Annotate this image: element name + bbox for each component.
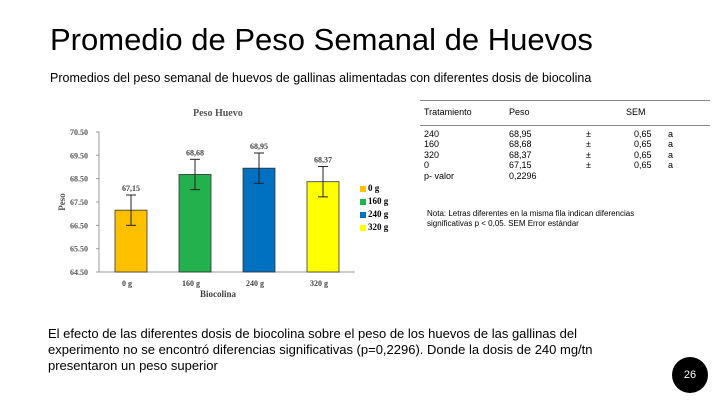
sem-cell: 0,65 — [634, 160, 652, 171]
x-tick-label: 160 g — [182, 279, 200, 288]
legend-label: 320 g — [368, 222, 389, 232]
tratamiento-cell: 160 — [424, 139, 440, 150]
y-tick-label: 65.50 — [70, 245, 88, 254]
bar-2 — [178, 174, 212, 273]
legend-swatch — [360, 198, 366, 205]
header-peso: Peso — [509, 107, 530, 117]
conclusion-text: El efecto de las diferentes dosis de bio… — [48, 326, 593, 373]
peso-cell: 0,2296 — [509, 170, 537, 181]
plus-minus-cell: ± — [586, 129, 591, 139]
legend-item: 0 g — [360, 183, 379, 193]
plus-minus-cell: ± — [586, 149, 591, 160]
legend-swatch — [360, 185, 366, 192]
table-top-rule — [420, 100, 710, 101]
y-tick-label: 66.50 — [70, 221, 88, 230]
header-sem: SEM — [626, 107, 646, 117]
y-tick-label: 67.50 — [70, 198, 88, 207]
column-tratamiento: 240 160 320 0 p- valor — [424, 129, 454, 181]
legend-swatch — [360, 224, 366, 231]
y-tick-label: 70.50 — [70, 128, 88, 137]
data-label: 67,15 — [122, 184, 140, 193]
y-tick-label: 69.50 — [70, 151, 88, 160]
peso-cell: 68,68 — [509, 139, 532, 150]
table-note: Nota: Letras diferentes en la misma fila… — [427, 209, 635, 229]
legend-swatch — [360, 211, 366, 218]
slide-subtitle: Promedios del peso semanal de huevos de … — [50, 71, 592, 85]
header-tratamiento: Tratamiento — [424, 107, 472, 117]
chart-canvas: Peso Huevo 64.50 65.50 66.50 67.50 68.50 69.50… — [57, 108, 355, 299]
tratamiento-cell: p- valor — [424, 170, 455, 181]
legend-item: 160 g — [360, 196, 388, 206]
column-plus-minus: ± ± ± ± — [586, 129, 591, 171]
column-sem: 0,65 0,65 0,65 0,65 — [634, 129, 652, 171]
y-tick-label: 68.50 — [70, 175, 88, 184]
letter-cell: a — [668, 149, 674, 160]
sem-cell: 0,65 — [634, 129, 652, 139]
peso-cell: 67,15 — [509, 160, 532, 171]
legend-label: 160 g — [368, 196, 389, 206]
sem-cell: 0,65 — [634, 139, 652, 150]
tratamiento-cell: 0 — [424, 160, 430, 171]
legend-item: 240 g — [360, 209, 388, 219]
x-tick-label: 320 g — [310, 279, 328, 288]
bar-3 — [242, 167, 276, 273]
page-number-badge: 26 — [672, 357, 708, 393]
chart-title: Peso Huevo — [193, 108, 243, 119]
x-axis-label: Biocolina — [200, 289, 237, 299]
y-tick-label: 64.50 — [70, 268, 88, 277]
y-axis-label: Peso — [57, 193, 67, 211]
data-label: 68,37 — [314, 156, 332, 165]
legend-item: 320 g — [360, 222, 388, 232]
letter-cell: a — [668, 129, 674, 139]
letter-cell: a — [668, 139, 674, 150]
table-header-rule — [420, 125, 710, 126]
x-tick-label: 0 g — [122, 279, 132, 288]
sem-cell: 0,65 — [634, 149, 652, 160]
peso-cell: 68,95 — [509, 129, 532, 139]
plus-minus-cell: ± — [586, 160, 591, 171]
data-label: 68,95 — [250, 142, 268, 151]
column-peso: 68,95 68,68 68,37 67,15 0,2296 — [509, 129, 537, 181]
x-tick-label: 240 g — [246, 279, 264, 288]
data-label: 68,68 — [186, 148, 204, 157]
legend-label: 0 g — [368, 183, 380, 193]
bar-chart: Peso Huevo 64.50 65.50 66.50 67.50 68.50 69.50… — [55, 98, 415, 303]
tratamiento-cell: 240 — [424, 129, 440, 139]
peso-cell: 68,37 — [509, 149, 532, 160]
plus-minus-cell: ± — [586, 139, 591, 150]
letter-cell: a — [668, 160, 674, 171]
tratamiento-cell: 320 — [424, 149, 440, 160]
slide-title: Promedio de Peso Semanal de Huevos — [50, 22, 593, 57]
legend-label: 240 g — [368, 209, 389, 219]
